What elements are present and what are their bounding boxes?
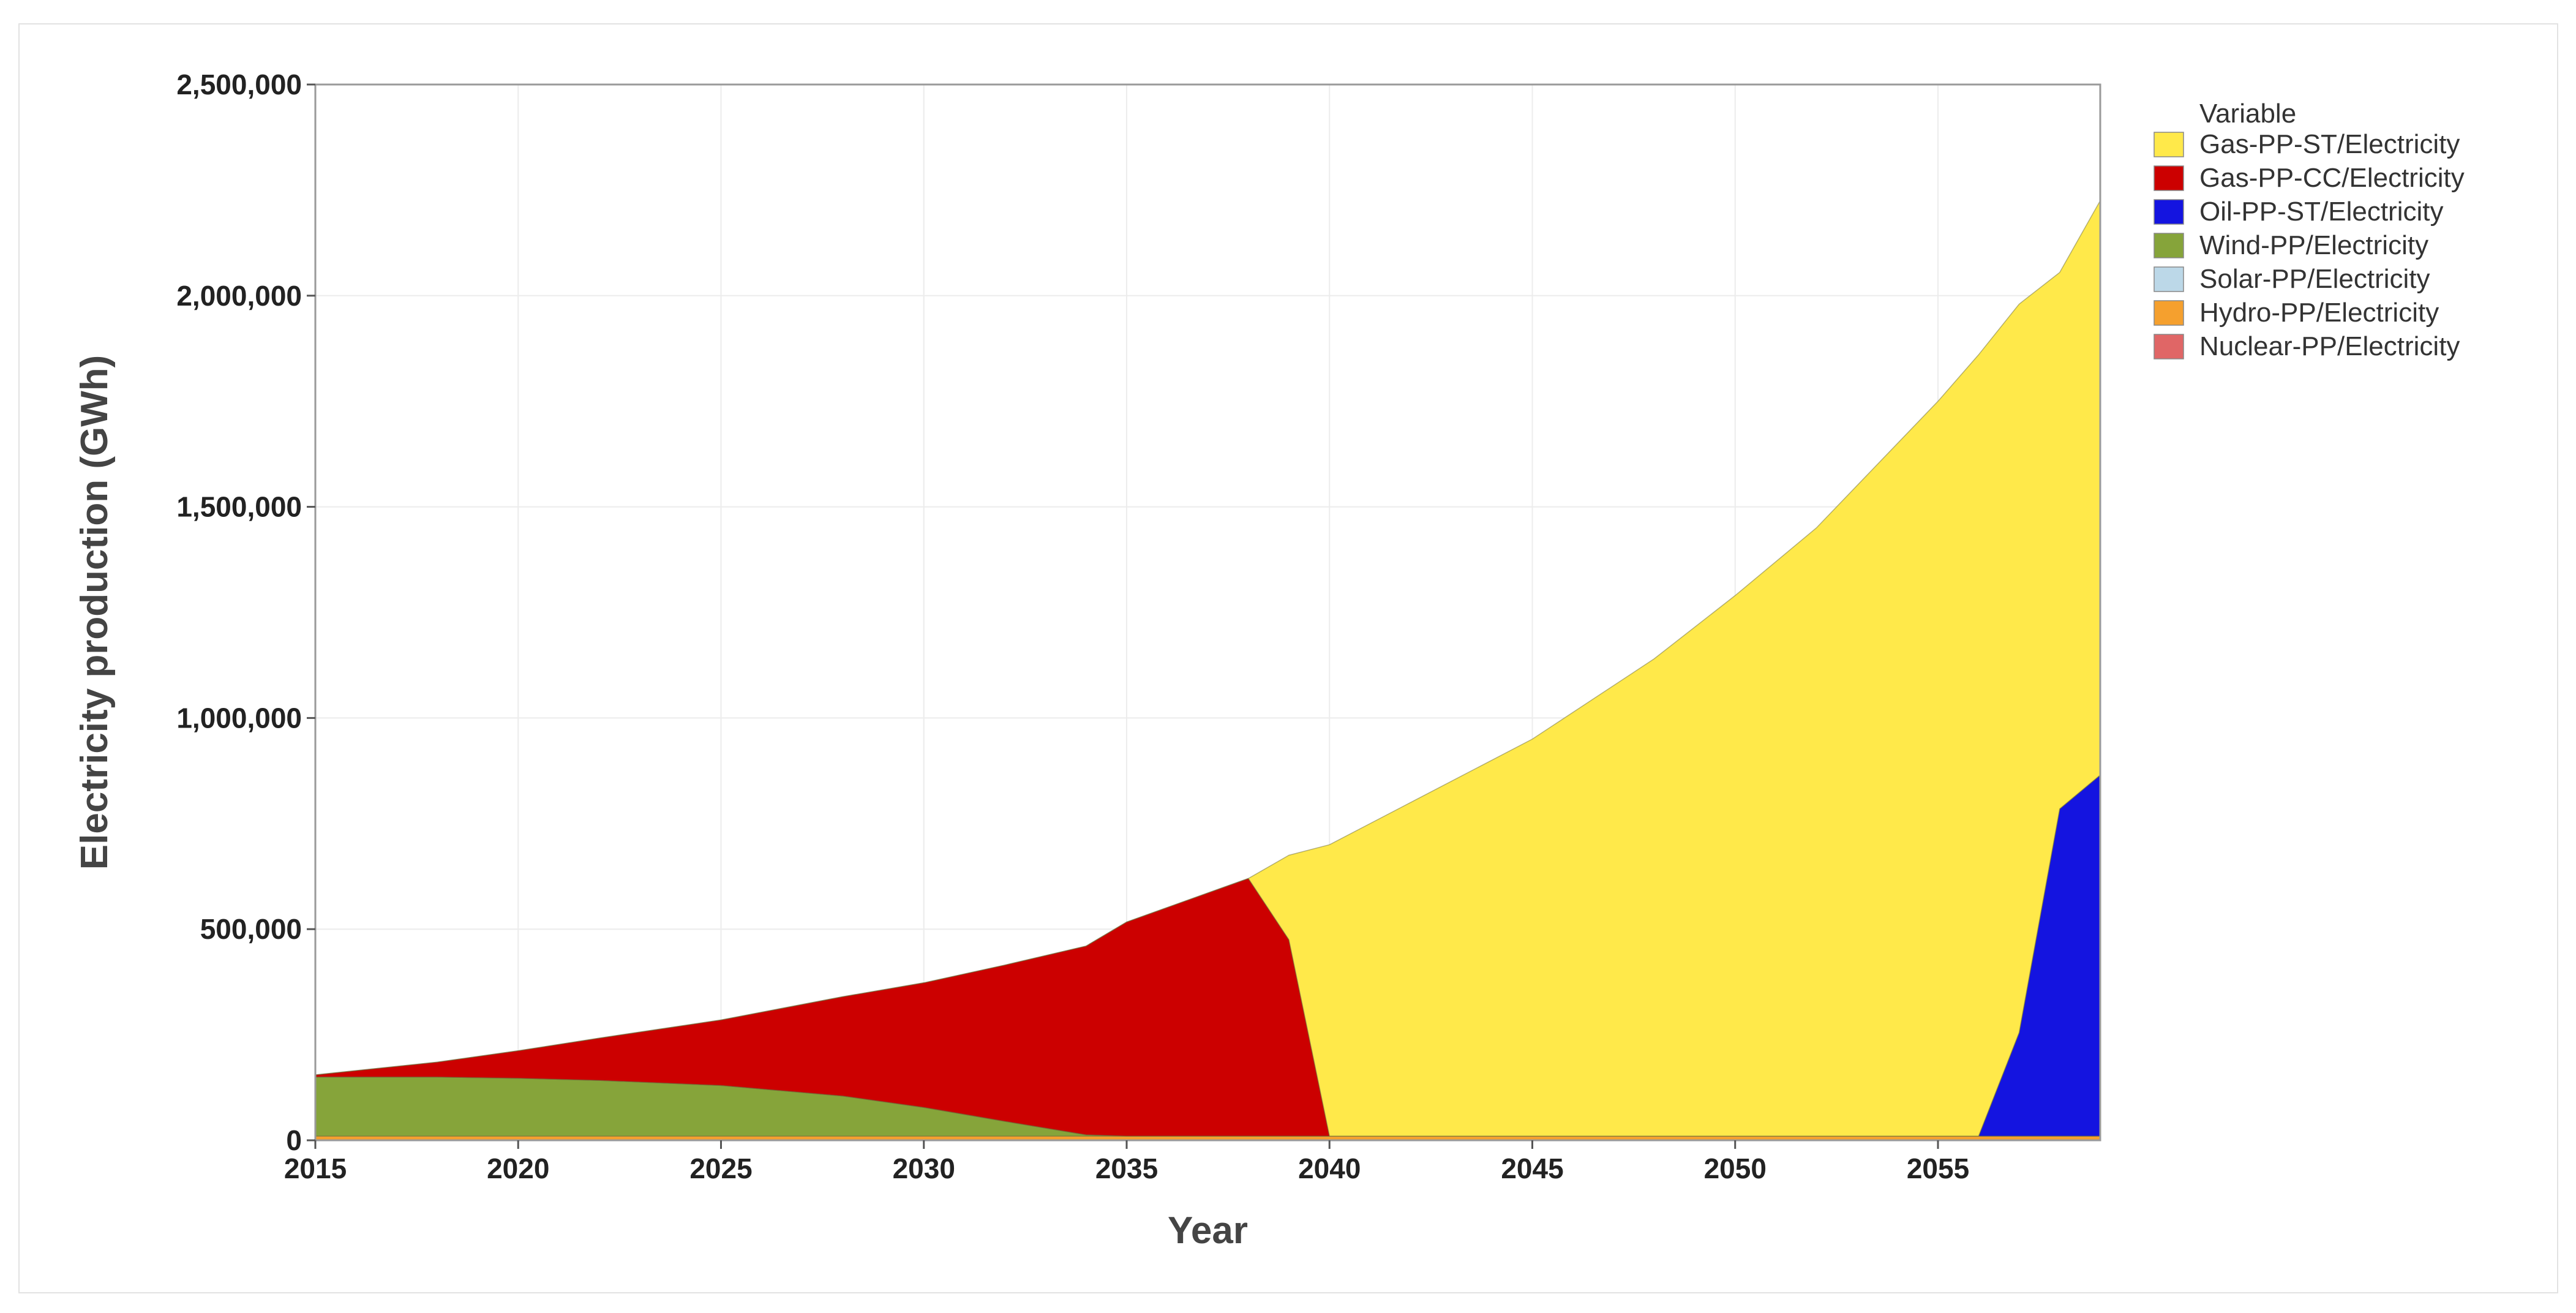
- x-tick-label: 2055: [1907, 1153, 1969, 1184]
- x-tick-label: 2020: [487, 1153, 549, 1184]
- y-tick-label: 2,000,000: [176, 280, 302, 312]
- legend-label-gas-pp-cc-electricity: Gas-PP-CC/Electricity: [2199, 163, 2465, 193]
- x-tick-label: 2025: [689, 1153, 752, 1184]
- y-tick-label: 500,000: [200, 913, 302, 945]
- x-tick-label: 2050: [1704, 1153, 1767, 1184]
- y-tick-label: 0: [286, 1124, 302, 1156]
- x-axis-ticks: 2015 2020 2025 2030 2035 2040 2045 2050 2055: [284, 1140, 1969, 1184]
- area-series-layer: [315, 198, 2101, 1141]
- legend-swatch-wind-pp-electricity: [2154, 233, 2184, 258]
- legend-swatch-gas-pp-st-electricity: [2154, 132, 2184, 157]
- legend-title: Variable: [2199, 99, 2296, 129]
- legend-label-solar-pp-electricity: Solar-PP/Electricity: [2199, 264, 2430, 294]
- x-axis-title: Year: [1168, 1210, 1248, 1252]
- legend-swatch-solar-pp-electricity: [2154, 266, 2184, 292]
- legend-label-wind-pp-electricity: Wind-PP/Electricity: [2199, 230, 2428, 260]
- y-tick-label: 2,500,000: [176, 69, 302, 100]
- legend-label-nuclear-pp-electricity: Nuclear-PP/Electricity: [2199, 331, 2460, 361]
- x-tick-label: 2045: [1501, 1153, 1563, 1184]
- x-tick-label: 2035: [1095, 1153, 1158, 1184]
- y-axis-ticks: 0 500,000 1,000,000 1,500,000 2,000,000 2,500…: [176, 69, 315, 1156]
- legend-label-oil-pp-st-electricity: Oil-PP-ST/Electricity: [2199, 197, 2443, 227]
- legend-swatch-hydro-pp-electricity: [2154, 300, 2184, 326]
- legend-swatch-nuclear-pp-electricity: [2154, 334, 2184, 359]
- y-tick-label: 1,500,000: [176, 491, 302, 523]
- x-tick-label: 2030: [893, 1153, 955, 1184]
- plot-area-border: [314, 83, 2101, 1142]
- x-tick-label: 2040: [1298, 1153, 1361, 1184]
- y-axis-title: Electricity production (GWh): [73, 355, 116, 870]
- y-tick-label: 1,000,000: [176, 702, 302, 734]
- legend: Variable Gas-PP-ST/Electricity Gas-PP-CC/…: [2154, 99, 2465, 361]
- legend-label-gas-pp-st-electricity: Gas-PP-ST/Electricity: [2199, 129, 2460, 159]
- x-tick-label: 2015: [284, 1153, 347, 1184]
- legend-swatch-oil-pp-st-electricity: [2154, 199, 2184, 225]
- legend-swatch-gas-pp-cc-electricity: [2154, 165, 2184, 191]
- legend-label-hydro-pp-electricity: Hydro-PP/Electricity: [2199, 298, 2439, 328]
